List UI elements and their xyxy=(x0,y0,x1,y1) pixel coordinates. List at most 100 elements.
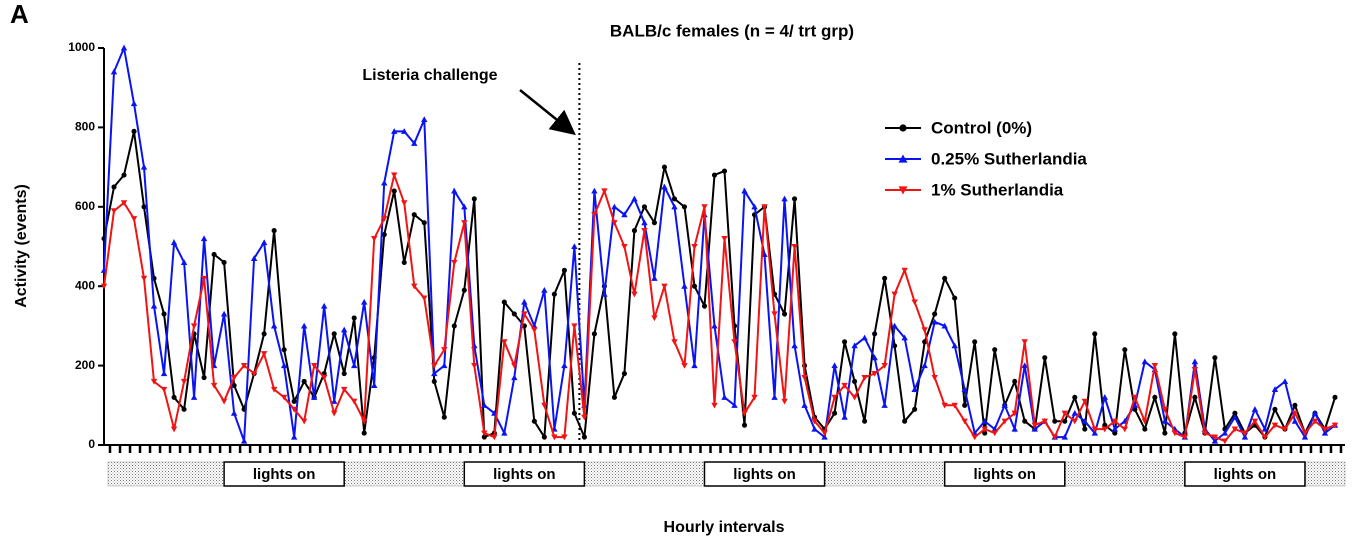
data-point xyxy=(631,228,637,234)
legend-label: Control (0%) xyxy=(931,118,1032,137)
data-point xyxy=(381,216,388,222)
data-point xyxy=(1221,429,1229,436)
data-point xyxy=(801,402,808,408)
data-point xyxy=(381,179,388,186)
data-point xyxy=(150,378,158,385)
data-point xyxy=(131,128,137,134)
data-point xyxy=(571,243,578,250)
data-point xyxy=(110,68,118,75)
data-point xyxy=(901,334,908,341)
data-point xyxy=(972,339,978,345)
data-point xyxy=(902,418,908,424)
data-point xyxy=(1071,418,1078,425)
data-point xyxy=(601,188,608,195)
data-point xyxy=(280,362,288,369)
data-point xyxy=(381,232,387,238)
data-point xyxy=(1051,434,1058,441)
data-point xyxy=(190,323,198,330)
data-point xyxy=(1121,426,1129,433)
light-period-label: lights on xyxy=(493,466,556,483)
data-point xyxy=(1061,410,1068,417)
data-point xyxy=(1291,417,1299,424)
data-point xyxy=(100,283,108,290)
data-point xyxy=(451,259,458,266)
data-point xyxy=(310,394,318,400)
data-point xyxy=(1091,429,1098,436)
light-period xyxy=(1184,461,1306,487)
data-point xyxy=(961,386,968,392)
data-point xyxy=(120,200,128,207)
data-point xyxy=(120,44,128,51)
data-point xyxy=(1041,418,1048,425)
data-point xyxy=(481,434,487,440)
data-point xyxy=(942,275,948,281)
data-point xyxy=(461,220,468,226)
data-point xyxy=(1221,438,1229,445)
data-point xyxy=(1292,402,1298,408)
data-point xyxy=(230,410,238,416)
data-point xyxy=(931,318,938,325)
data-point xyxy=(491,434,498,441)
data-point xyxy=(180,259,188,265)
data-point xyxy=(921,362,928,369)
data-point xyxy=(1161,406,1169,413)
series-line xyxy=(103,171,1336,443)
data-point xyxy=(781,311,788,317)
data-point xyxy=(521,298,528,305)
data-point xyxy=(240,437,248,444)
data-point xyxy=(351,362,358,369)
data-point xyxy=(320,374,328,381)
data-point xyxy=(200,275,208,282)
data-point xyxy=(1031,425,1038,432)
data-point xyxy=(1131,402,1139,408)
data-point xyxy=(361,418,368,425)
data-point xyxy=(581,414,588,421)
data-point xyxy=(541,434,547,440)
data-point xyxy=(170,426,178,433)
data-point xyxy=(872,331,878,337)
data-point xyxy=(1291,410,1299,417)
data-point xyxy=(200,235,208,242)
data-point xyxy=(211,251,217,257)
data-point xyxy=(831,394,838,401)
data-point xyxy=(221,259,227,265)
data-point xyxy=(201,374,207,381)
data-point xyxy=(130,216,138,222)
data-point xyxy=(1072,394,1078,400)
data-point xyxy=(441,347,448,353)
data-point xyxy=(791,342,798,349)
data-point xyxy=(471,363,478,369)
data-point xyxy=(641,219,648,226)
data-point xyxy=(190,394,198,400)
data-point xyxy=(711,402,718,409)
data-point xyxy=(1211,434,1219,441)
data-point xyxy=(651,315,658,322)
data-point xyxy=(421,116,428,123)
data-point xyxy=(1131,394,1139,401)
data-point xyxy=(741,410,748,417)
data-point xyxy=(781,398,788,405)
data-point xyxy=(982,430,988,436)
data-point xyxy=(340,326,348,333)
data-point xyxy=(1281,426,1289,433)
data-point xyxy=(951,402,958,409)
data-point xyxy=(551,291,557,297)
data-point xyxy=(962,402,968,408)
data-point xyxy=(1021,339,1028,345)
data-point xyxy=(641,228,648,234)
data-point xyxy=(1111,418,1119,425)
data-point xyxy=(661,183,668,190)
y-tick-label: 200 xyxy=(75,358,95,372)
data-point xyxy=(621,370,627,377)
y-axis-label: Activity (events) xyxy=(13,184,30,308)
data-point xyxy=(631,291,638,298)
data-point xyxy=(411,212,417,218)
data-point xyxy=(121,172,127,178)
data-point xyxy=(471,196,477,202)
data-point xyxy=(1281,378,1289,385)
data-point xyxy=(691,243,698,250)
data-point xyxy=(811,418,818,425)
data-point xyxy=(1311,410,1319,416)
x-axis-label: Hourly intervals xyxy=(664,519,785,536)
